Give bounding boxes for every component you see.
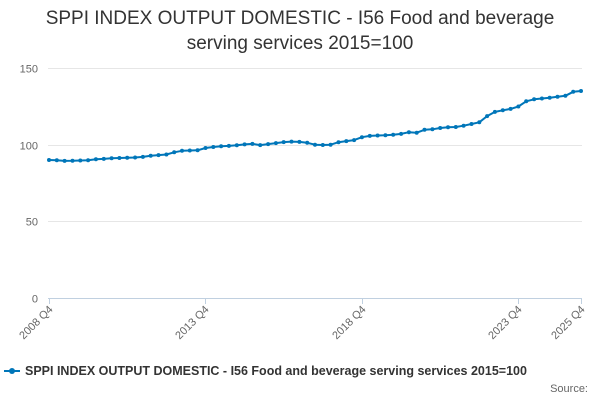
data-point xyxy=(492,109,497,114)
data-point xyxy=(328,142,333,147)
grid-lines xyxy=(48,68,582,299)
data-point xyxy=(414,130,419,135)
data-point xyxy=(101,156,106,161)
chart-title: SPPI INDEX OUTPUT DOMESTIC - I56 Food an… xyxy=(45,8,555,54)
y-tick-label: 150 xyxy=(20,64,38,76)
data-point xyxy=(430,127,435,132)
data-point xyxy=(125,155,130,160)
data-point xyxy=(336,140,341,145)
data-point xyxy=(579,89,583,93)
data-point xyxy=(250,141,255,146)
data-point xyxy=(86,158,91,163)
x-tick-label: 2023 Q4 xyxy=(486,304,524,342)
source-credit[interactable]: Source: xyxy=(550,383,588,395)
x-tick-label: 2008 Q4 xyxy=(17,304,55,342)
y-tick-label: 100 xyxy=(20,141,38,153)
data-point xyxy=(180,148,184,153)
data-point xyxy=(195,148,200,153)
data-point xyxy=(453,125,458,129)
data-point xyxy=(438,126,443,130)
data-point xyxy=(500,108,505,113)
data-point xyxy=(477,120,482,125)
data-point xyxy=(164,152,169,157)
data-point xyxy=(446,125,450,130)
data-point xyxy=(258,143,263,148)
data-point xyxy=(555,94,560,99)
data-point xyxy=(273,141,278,146)
data-point xyxy=(516,104,521,109)
data-point xyxy=(352,138,357,143)
data-point xyxy=(461,123,466,128)
series-line xyxy=(48,90,582,162)
y-tick-label: 50 xyxy=(26,217,38,229)
data-point xyxy=(211,145,216,149)
data-point xyxy=(172,150,177,155)
data-point xyxy=(148,153,153,158)
data-point xyxy=(226,143,231,148)
data-point xyxy=(78,158,83,163)
data-point xyxy=(70,158,75,163)
x-tick-label: 2025 Q4 xyxy=(549,304,587,342)
series-layer xyxy=(47,89,583,163)
data-point xyxy=(571,89,576,94)
data-point xyxy=(367,133,372,138)
legend-label: SPPI INDEX OUTPUT DOMESTIC - I56 Food an… xyxy=(25,364,527,378)
data-point xyxy=(469,122,474,126)
data-point xyxy=(281,140,286,145)
y-tick-label: 0 xyxy=(32,294,38,306)
legend-item[interactable]: SPPI INDEX OUTPUT DOMESTIC - I56 Food an… xyxy=(4,364,527,378)
data-point xyxy=(187,148,192,153)
data-point xyxy=(485,114,490,119)
data-point xyxy=(547,95,552,100)
data-point xyxy=(297,139,302,144)
data-point xyxy=(524,99,529,104)
data-point xyxy=(313,142,317,147)
data-point xyxy=(117,156,122,160)
axes: 0 50 100 150 2008 Q4 2013 Q4 2018 Q4 2023 Q4 202… xyxy=(17,64,587,342)
data-point xyxy=(140,154,145,159)
data-point xyxy=(219,144,224,149)
data-point xyxy=(203,146,208,150)
data-point xyxy=(266,142,271,147)
data-point xyxy=(133,155,138,160)
data-point xyxy=(305,140,310,145)
legend-swatch-icon xyxy=(4,366,20,376)
data-point xyxy=(406,130,411,135)
data-point xyxy=(234,143,239,148)
data-point xyxy=(375,133,380,138)
data-point xyxy=(54,158,59,163)
data-point xyxy=(563,93,568,98)
data-point xyxy=(242,142,247,147)
x-tick-label: 2018 Q4 xyxy=(330,304,368,342)
data-point xyxy=(399,131,404,136)
data-point xyxy=(109,156,114,161)
x-tick-label: 2013 Q4 xyxy=(173,304,211,342)
data-point xyxy=(93,157,98,162)
data-point xyxy=(532,97,537,102)
data-point xyxy=(47,158,51,162)
data-point xyxy=(156,153,161,158)
data-point xyxy=(359,135,364,140)
data-point xyxy=(320,143,325,147)
data-point xyxy=(383,133,388,138)
data-point xyxy=(422,127,427,132)
data-point xyxy=(508,106,513,111)
data-point xyxy=(62,158,67,163)
data-point xyxy=(344,139,349,144)
data-point xyxy=(289,139,294,144)
data-point xyxy=(539,96,544,101)
data-point xyxy=(391,132,396,137)
